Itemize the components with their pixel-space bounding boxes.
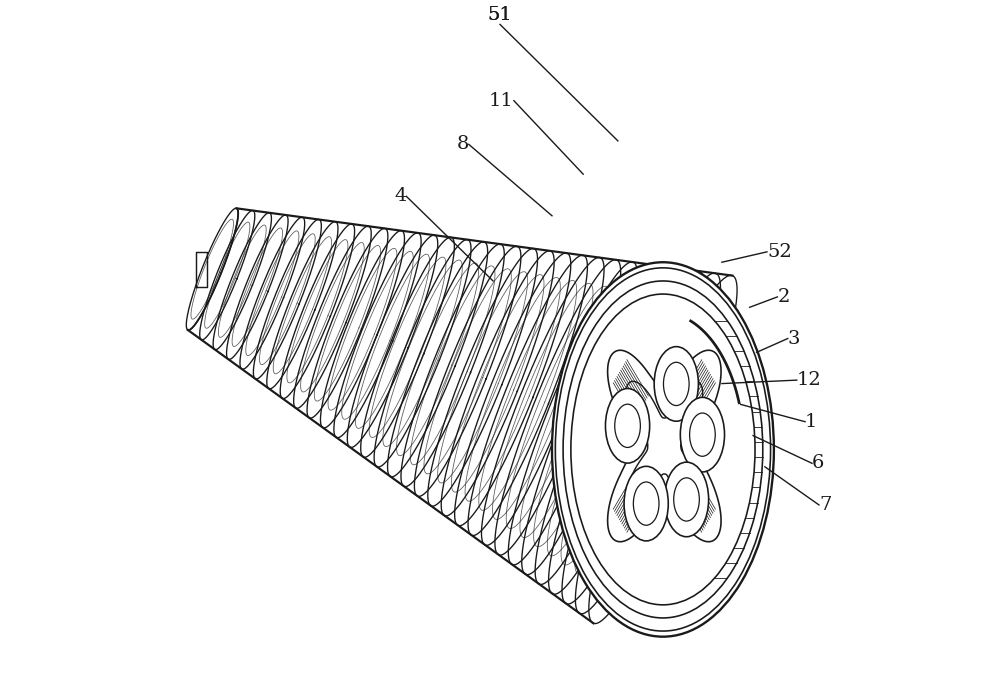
Text: 7: 7 <box>819 496 831 514</box>
Text: 2: 2 <box>777 288 790 306</box>
Ellipse shape <box>663 362 689 406</box>
Ellipse shape <box>690 413 715 457</box>
Text: 12: 12 <box>797 371 822 389</box>
Text: 11: 11 <box>489 92 514 109</box>
Text: 6: 6 <box>812 454 824 473</box>
Ellipse shape <box>674 478 699 521</box>
Ellipse shape <box>605 388 650 463</box>
Ellipse shape <box>664 462 709 537</box>
Text: 3: 3 <box>788 330 800 348</box>
Text: 51: 51 <box>488 6 512 24</box>
Ellipse shape <box>633 482 659 526</box>
Ellipse shape <box>615 404 640 447</box>
Ellipse shape <box>654 346 698 421</box>
Polygon shape <box>188 208 732 623</box>
Ellipse shape <box>555 268 771 631</box>
Text: 51: 51 <box>488 6 512 24</box>
Ellipse shape <box>571 294 755 605</box>
Ellipse shape <box>552 262 774 636</box>
Ellipse shape <box>680 397 725 472</box>
Text: 52: 52 <box>767 243 792 261</box>
Text: 4: 4 <box>394 187 406 206</box>
Text: 1: 1 <box>805 413 817 431</box>
Ellipse shape <box>563 281 763 618</box>
Ellipse shape <box>624 466 668 541</box>
Text: 8: 8 <box>456 135 469 153</box>
